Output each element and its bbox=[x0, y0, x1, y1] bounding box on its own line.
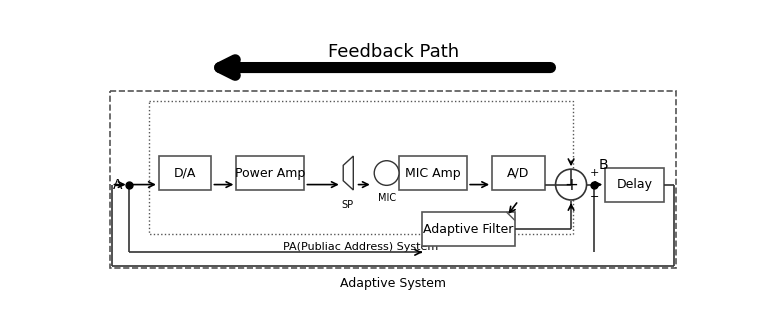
Bar bbox=[399, 156, 467, 190]
Text: Delay: Delay bbox=[617, 178, 653, 191]
Text: A: A bbox=[113, 178, 122, 192]
Bar bbox=[149, 101, 574, 234]
Circle shape bbox=[555, 169, 587, 200]
Bar bbox=[492, 156, 545, 190]
Text: +: + bbox=[564, 175, 578, 194]
Circle shape bbox=[374, 161, 399, 185]
Text: +: + bbox=[590, 168, 599, 178]
Text: Adaptive Filter: Adaptive Filter bbox=[423, 223, 513, 236]
Text: SP: SP bbox=[342, 200, 354, 210]
Text: Feedback Path: Feedback Path bbox=[328, 43, 459, 61]
Text: Power Amp: Power Amp bbox=[235, 167, 306, 180]
Polygon shape bbox=[343, 156, 353, 190]
Text: A/D: A/D bbox=[507, 167, 530, 180]
Text: D/A: D/A bbox=[174, 167, 197, 180]
Text: Adaptive System: Adaptive System bbox=[339, 277, 446, 290]
Text: −: − bbox=[590, 191, 599, 202]
Bar bbox=[237, 156, 304, 190]
Bar bbox=[605, 168, 664, 202]
Bar bbox=[159, 156, 211, 190]
Text: MIC: MIC bbox=[378, 193, 396, 203]
Bar bbox=[422, 212, 515, 246]
Text: PA(Publiac Address) System: PA(Publiac Address) System bbox=[283, 241, 439, 252]
Text: B: B bbox=[599, 158, 608, 172]
Bar bbox=[110, 91, 676, 268]
Text: MIC Amp: MIC Amp bbox=[406, 167, 461, 180]
